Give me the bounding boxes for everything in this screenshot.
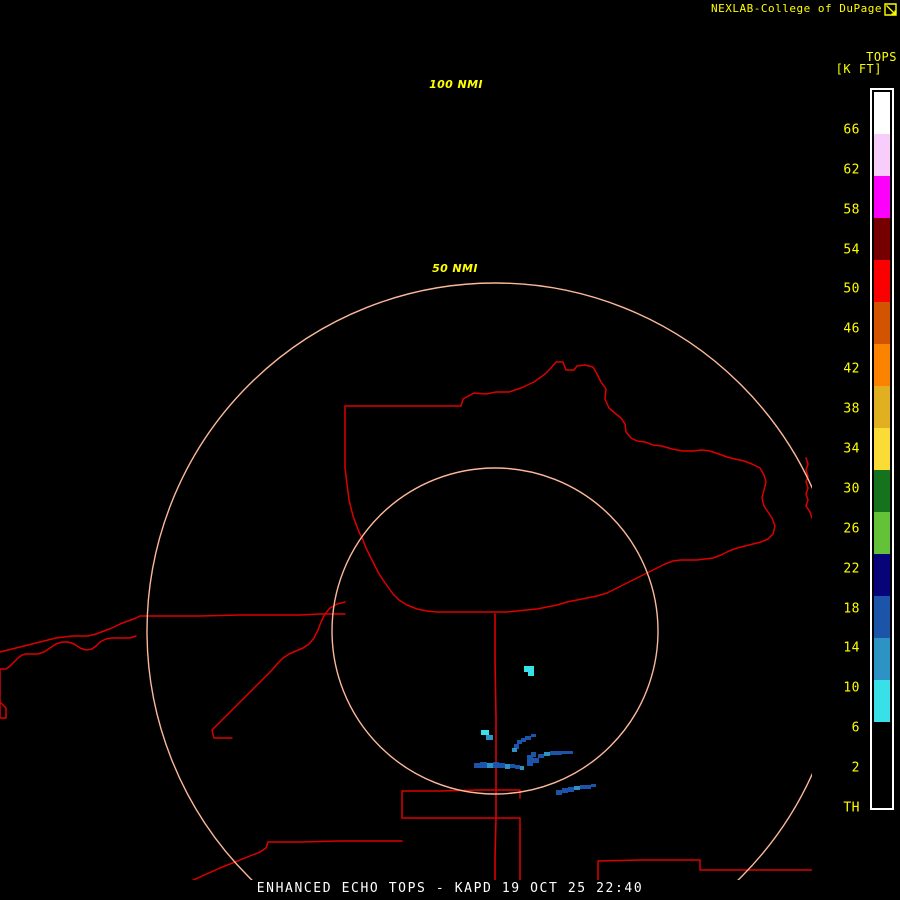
range-ring-50nmi xyxy=(331,467,659,795)
range-rings xyxy=(146,282,812,880)
color-scale-tick-50: 50 xyxy=(843,281,860,297)
color-scale-bar xyxy=(870,88,894,810)
color-scale-tick-th: TH xyxy=(843,800,860,816)
color-band-5 xyxy=(874,302,890,344)
color-band-13 xyxy=(874,638,890,680)
color-scale-tick-10: 10 xyxy=(843,680,860,696)
ring-label-mask-50 xyxy=(425,259,485,275)
color-band-2 xyxy=(874,176,890,218)
county-boundary-bottom-center xyxy=(401,790,521,880)
color-band-7 xyxy=(874,386,890,428)
color-band-0 xyxy=(874,92,890,134)
color-band-8 xyxy=(874,428,890,470)
county-boundary-far-west xyxy=(0,635,137,670)
color-scale-tick-6: 6 xyxy=(851,720,860,736)
echo-tops-data xyxy=(474,666,596,795)
color-band-1 xyxy=(874,134,890,176)
color-scale-tick-26: 26 xyxy=(843,521,860,537)
product-caption: ENHANCED ECHO TOPS - KAPD 19 OCT 25 22:4… xyxy=(256,881,644,896)
range-ring-100nmi xyxy=(146,282,812,880)
color-scale-units: [K FT] xyxy=(835,62,882,76)
color-scale-tick-30: 30 xyxy=(843,481,860,497)
county-boundary-bottom-right xyxy=(597,859,812,880)
state-line-west-lower xyxy=(0,615,141,653)
color-band-16 xyxy=(874,764,890,806)
county-boundary-main xyxy=(344,361,776,613)
color-scale-ticks: 66 62 58 54 50 46 42 38 34 30 26 22 18 14 10 6 2 TH xyxy=(812,88,866,814)
range-ring-label-100nmi: 100 NMI xyxy=(429,78,483,91)
color-scale-tick-42: 42 xyxy=(843,361,860,377)
color-scale-tick-2: 2 xyxy=(851,760,860,776)
map-boundaries xyxy=(0,361,812,880)
radar-canvas[interactable]: 50 NMI 100 NMI xyxy=(0,18,812,880)
range-ring-label-50nmi: 50 NMI xyxy=(432,262,478,275)
county-line-vertical-center xyxy=(494,613,497,880)
color-scale-tick-22: 22 xyxy=(843,561,860,577)
color-band-9 xyxy=(874,470,890,512)
header-credit-label: NEXLAB-College of DuPage xyxy=(711,2,882,15)
county-boundary-southwest xyxy=(211,601,346,739)
color-scale-tick-18: 18 xyxy=(843,601,860,617)
county-boundary-bottom-center-top xyxy=(401,789,521,799)
color-scale-panel: TOPS [K FT] 66 62 58 54 50 46 42 38 34 30 26 22 18 14… xyxy=(812,0,900,900)
color-band-6 xyxy=(874,344,890,386)
color-band-3 xyxy=(874,218,890,260)
county-boundary-east-edge xyxy=(805,457,812,519)
radar-background xyxy=(0,18,812,880)
color-band-12 xyxy=(874,596,890,638)
color-scale-tick-62: 62 xyxy=(843,162,860,178)
ring-label-mask-100 xyxy=(418,75,494,91)
color-scale-tick-66: 66 xyxy=(843,122,860,138)
color-band-15 xyxy=(874,722,890,764)
color-scale-tick-54: 54 xyxy=(843,242,860,258)
color-scale-tick-38: 38 xyxy=(843,401,860,417)
color-band-10 xyxy=(874,512,890,554)
color-scale-tick-46: 46 xyxy=(843,321,860,337)
color-band-14 xyxy=(874,680,890,722)
color-scale-tick-14: 14 xyxy=(843,640,860,656)
radar-plot-area[interactable]: 50 NMI 100 NMI xyxy=(0,18,812,880)
color-scale-tick-58: 58 xyxy=(843,202,860,218)
state-line-west-horizontal xyxy=(139,613,346,617)
boundary-bottom-diagonal xyxy=(191,841,269,880)
cod-nexlab-logo-icon xyxy=(884,3,897,16)
county-boundary-far-west-lower xyxy=(0,668,7,719)
color-band-4 xyxy=(874,260,890,302)
color-scale-tick-34: 34 xyxy=(843,441,860,457)
color-scale-bands xyxy=(874,92,890,806)
color-scale-title: TOPS xyxy=(866,50,897,64)
color-band-11 xyxy=(874,554,890,596)
boundary-bottom-horizontal xyxy=(267,840,403,843)
